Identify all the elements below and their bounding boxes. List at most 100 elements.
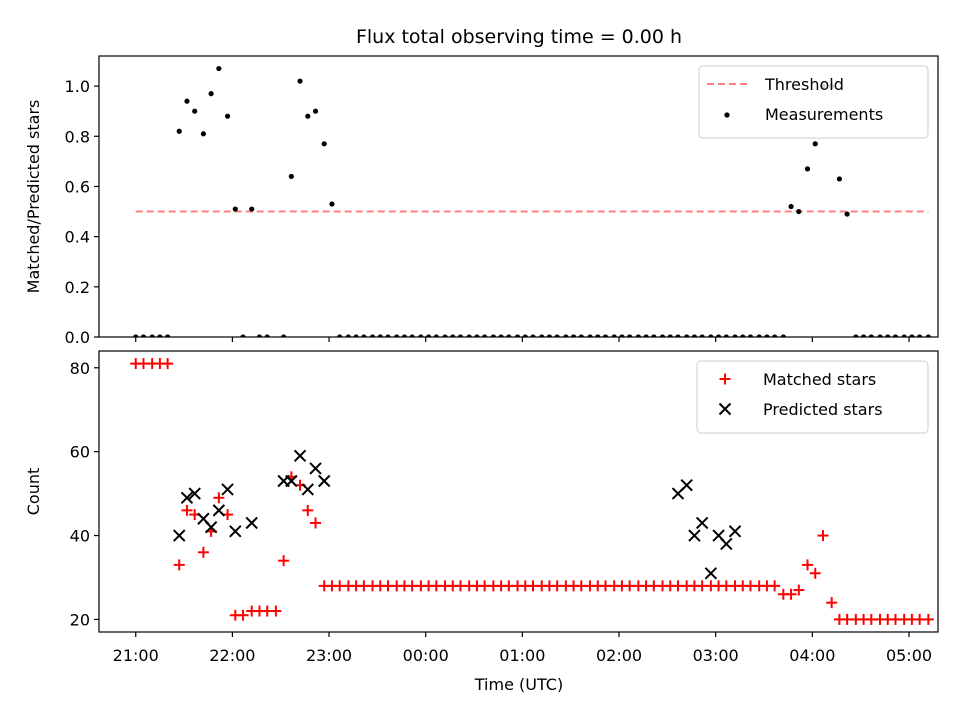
- bottom-panel: 20 40 60 80 21:00 22:00 23:00 00:00 01:00 02:00 03…: [24, 350, 939, 665]
- matched-star-point: [802, 559, 814, 571]
- measurement-point: [868, 334, 874, 337]
- legend-label: Matched stars: [763, 370, 876, 389]
- measurement-point: [281, 334, 287, 337]
- legend-predicted-swatch: [718, 402, 732, 416]
- predicted-star-stroke-b: [173, 529, 186, 542]
- matched-star-point: [237, 609, 249, 621]
- measurement-point: [474, 334, 480, 337]
- measurement-point: [394, 334, 400, 337]
- predicted-star-point: [688, 529, 701, 542]
- x-tick-label: 00:00: [403, 646, 449, 665]
- measurement-point: [506, 334, 512, 337]
- measurement-point: [844, 211, 850, 217]
- x-tick-label: 22:00: [209, 646, 255, 665]
- matched-star-point: [270, 605, 282, 617]
- predicted-star-stroke-b: [318, 474, 331, 488]
- y-tick-label: 0.4: [65, 228, 90, 247]
- x-axis-label: Time (UTC): [474, 675, 563, 694]
- measurement-point: [216, 65, 222, 72]
- predicted-star-stroke-b: [221, 483, 234, 496]
- measurement-point: [514, 334, 521, 337]
- measurement-point: [892, 334, 899, 337]
- x-tick-label: 04:00: [789, 646, 835, 665]
- y-tick-label: 20: [70, 610, 90, 629]
- measurement-point: [157, 334, 163, 337]
- x-tick-label: 21:00: [113, 646, 159, 665]
- measurement-point: [587, 334, 593, 337]
- measurement-point: [240, 334, 246, 337]
- measurement-point: [539, 334, 545, 337]
- measurement-point: [836, 176, 843, 182]
- measurement-point: [264, 334, 270, 337]
- measurement-point: [433, 334, 439, 337]
- measurement-point: [457, 334, 464, 337]
- measurement-point: [345, 334, 351, 337]
- predicted-star-point: [212, 504, 226, 517]
- measurement-point: [643, 334, 649, 337]
- measurement-point: [602, 334, 609, 337]
- legend-predicted-stroke-b: [718, 402, 732, 416]
- measurement-point: [570, 334, 577, 337]
- measurement-point: [133, 334, 139, 337]
- predicted-star-stroke-b: [728, 525, 742, 538]
- measurement-point: [482, 334, 488, 337]
- measurement-point: [224, 113, 231, 119]
- measurement-point: [426, 334, 432, 337]
- predicted-star-stroke-b: [301, 483, 314, 496]
- y-tick-label: 0.0: [65, 328, 90, 347]
- matched-star-point: [809, 567, 821, 579]
- measurement-point: [699, 334, 705, 337]
- legend-label: Predicted stars: [763, 400, 883, 419]
- matched-star-point: [922, 613, 934, 625]
- legend-label: Measurements: [765, 105, 883, 124]
- predicted-star-stroke-b: [680, 479, 693, 492]
- top-panel: 0.0 0.2 0.4 0.6 0.8 1.0 Matched/Predicted star…: [24, 55, 939, 347]
- measurement-point: [635, 334, 641, 337]
- y-tick-label: 1.0: [65, 77, 90, 96]
- measurement-point: [232, 206, 238, 212]
- predicted-star-stroke-b: [688, 529, 701, 542]
- measurement-point: [860, 334, 867, 337]
- predicted-star-point: [720, 537, 733, 551]
- matched-star-point: [213, 492, 225, 504]
- measurement-point: [788, 203, 794, 210]
- predicted-star-point: [173, 529, 186, 542]
- measurement-point: [288, 173, 294, 180]
- predicted-star-stroke-b: [197, 512, 210, 525]
- measurement-point: [184, 98, 190, 104]
- measurement-point: [498, 334, 504, 337]
- predicted-star-point: [301, 483, 314, 496]
- predicted-star-point: [680, 479, 693, 492]
- measurement-point: [450, 334, 456, 337]
- predicted-star-stroke-b: [720, 537, 733, 551]
- measurement-point: [659, 334, 666, 337]
- matched-star-point: [310, 517, 322, 529]
- predicted-star-point: [180, 491, 194, 504]
- predicted-star-point: [221, 483, 234, 496]
- measurement-point: [732, 334, 738, 337]
- y-tick-label: 0.6: [65, 177, 90, 196]
- matched-star-point: [826, 597, 838, 609]
- measurement-point: [256, 334, 263, 337]
- series-matched-stars: [130, 358, 934, 625]
- measurement-point: [747, 334, 754, 337]
- predicted-star-stroke-b: [712, 529, 725, 542]
- measurement-point: [200, 131, 206, 137]
- measurement-point: [925, 334, 931, 337]
- measurement-point: [917, 334, 923, 337]
- measurement-point: [329, 201, 335, 207]
- predicted-star-stroke-b: [229, 525, 242, 538]
- measurement-point: [691, 334, 698, 337]
- measurement-point: [885, 334, 891, 337]
- measurement-point: [595, 334, 601, 337]
- measurement-point: [901, 334, 907, 337]
- measurement-point: [853, 334, 859, 337]
- predicted-star-point: [309, 462, 322, 475]
- predicted-star-point: [285, 474, 298, 488]
- y-tick-label: 0.8: [65, 127, 90, 146]
- predicted-star-stroke-b: [245, 516, 258, 530]
- legend-box: [696, 360, 929, 434]
- measurement-point: [442, 334, 448, 337]
- predicted-star-stroke-b: [188, 487, 201, 500]
